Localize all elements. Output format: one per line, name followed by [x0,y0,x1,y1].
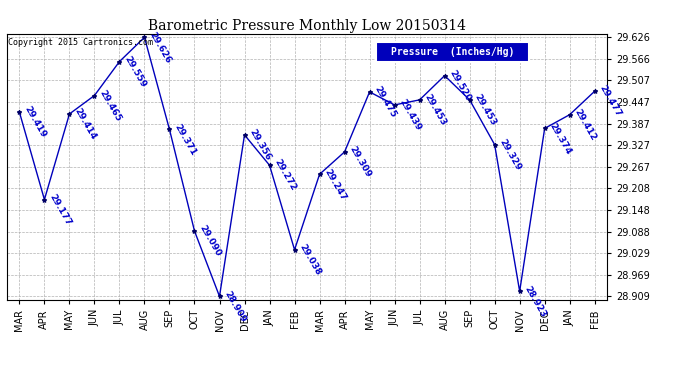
Text: 29.247: 29.247 [322,167,348,202]
Point [139,34,150,40]
Point [489,142,500,148]
Text: Copyright 2015 Cartronics.com: Copyright 2015 Cartronics.com [8,38,152,47]
Text: 29.559: 29.559 [122,54,148,89]
Point [164,126,175,132]
Text: 29.309: 29.309 [347,145,373,179]
Text: 29.356: 29.356 [247,128,273,162]
Text: 29.412: 29.412 [573,107,598,142]
Point [389,102,400,108]
Point [364,89,375,95]
Text: 29.439: 29.439 [397,98,423,132]
Text: 29.453: 29.453 [422,93,448,127]
Point [39,196,50,202]
Point [114,58,125,64]
Text: 29.626: 29.626 [147,30,172,64]
Point [314,171,325,177]
Text: 29.177: 29.177 [47,192,72,227]
FancyBboxPatch shape [376,42,529,62]
Text: 28.909: 28.909 [222,289,248,324]
Text: 29.329: 29.329 [497,137,522,172]
Text: 29.419: 29.419 [22,105,48,140]
Text: 29.374: 29.374 [547,121,573,156]
Point [514,288,525,294]
Point [564,112,575,118]
Point [264,162,275,168]
Point [64,111,75,117]
Point [339,149,350,155]
Text: 29.465: 29.465 [97,88,122,123]
Text: 29.520: 29.520 [447,68,473,103]
Text: 29.038: 29.038 [297,243,322,277]
Point [589,88,600,94]
Text: 28.923: 28.923 [522,284,548,319]
Text: 29.414: 29.414 [72,106,97,141]
Point [539,125,550,131]
Point [89,93,100,99]
Text: 29.475: 29.475 [373,85,397,120]
Point [189,228,200,234]
Text: 29.453: 29.453 [473,93,497,127]
Text: 29.477: 29.477 [598,84,623,119]
Title: Barometric Pressure Monthly Low 20150314: Barometric Pressure Monthly Low 20150314 [148,19,466,33]
Text: 29.090: 29.090 [197,224,222,258]
Point [414,97,425,103]
Text: 29.272: 29.272 [273,158,297,193]
Point [14,109,25,115]
Text: Pressure  (Inches/Hg): Pressure (Inches/Hg) [391,47,514,57]
Point [439,73,450,79]
Text: 29.371: 29.371 [172,122,197,157]
Point [239,132,250,138]
Point [214,293,225,299]
Point [289,247,300,253]
Point [464,97,475,103]
